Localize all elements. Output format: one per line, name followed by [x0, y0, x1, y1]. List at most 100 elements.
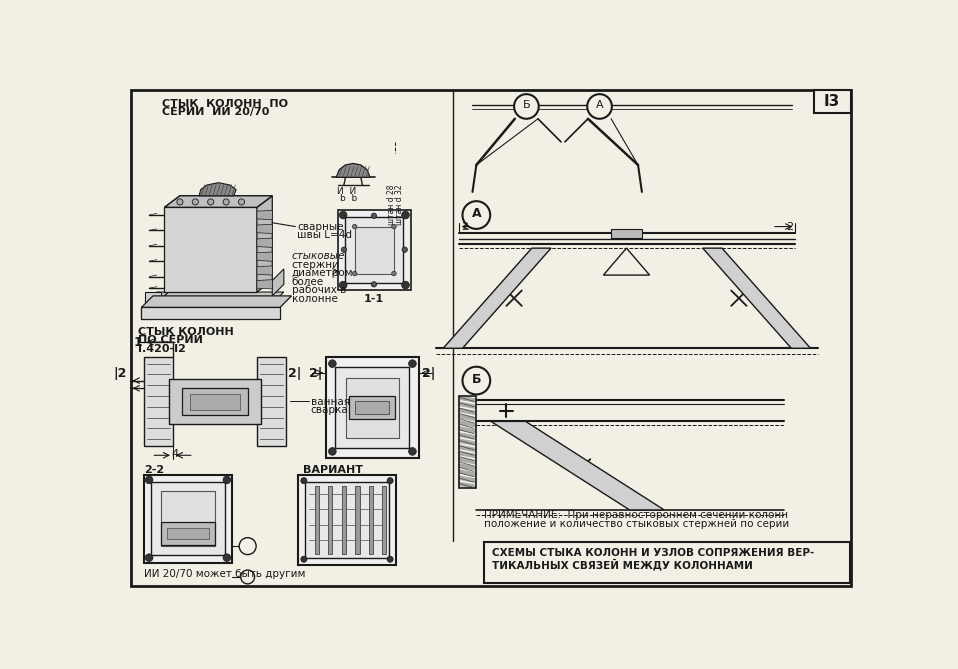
Polygon shape	[142, 296, 291, 308]
Circle shape	[463, 367, 490, 395]
Polygon shape	[142, 308, 153, 319]
Polygon shape	[257, 266, 272, 275]
Polygon shape	[142, 308, 280, 319]
Circle shape	[240, 538, 256, 555]
Bar	[346, 377, 399, 438]
Polygon shape	[336, 163, 370, 177]
Bar	[151, 482, 224, 555]
Text: положение и количество стыковых стержней по серии: положение и количество стыковых стержней…	[484, 519, 789, 529]
Text: b  b: b b	[340, 194, 357, 203]
Bar	[328, 486, 332, 554]
Polygon shape	[444, 248, 551, 349]
Polygon shape	[459, 464, 475, 470]
Bar	[161, 492, 216, 546]
Circle shape	[329, 448, 336, 456]
Text: И  И: И И	[337, 187, 356, 195]
Polygon shape	[257, 252, 272, 261]
Bar	[306, 482, 389, 558]
Polygon shape	[459, 439, 475, 446]
Text: стержни: стержни	[291, 260, 339, 270]
Circle shape	[177, 199, 183, 205]
Text: сварные: сварные	[297, 222, 343, 232]
Text: 2: 2	[786, 222, 793, 232]
Polygon shape	[459, 446, 475, 452]
Circle shape	[239, 199, 244, 205]
Circle shape	[301, 478, 307, 484]
Text: ТИКАЛЬНЫХ СВЯЗЕЙ МЕЖДУ КОЛОННАМИ: ТИКАЛЬНЫХ СВЯЗЕЙ МЕЖДУ КОЛОННАМИ	[491, 559, 753, 570]
Text: 2-2: 2-2	[144, 465, 164, 475]
Polygon shape	[703, 248, 810, 349]
Circle shape	[339, 281, 347, 289]
Circle shape	[339, 211, 347, 219]
Text: ПО СЕРИИ: ПО СЕРИИ	[138, 335, 202, 345]
Text: Б: Б	[522, 96, 531, 108]
Text: 4: 4	[171, 449, 178, 459]
Bar	[484, 543, 850, 583]
Text: ИИ 20/70 может быть другим: ИИ 20/70 может быть другим	[144, 569, 305, 579]
Circle shape	[401, 211, 409, 219]
Circle shape	[392, 271, 397, 276]
Polygon shape	[257, 238, 272, 248]
Bar	[459, 396, 475, 488]
Text: штан d 32: штан d 32	[395, 184, 404, 225]
Polygon shape	[272, 269, 284, 296]
Bar	[813, 90, 851, 112]
Text: СХЕМЫ СТЫКА КОЛОНН И УЗЛОВ СОПРЯЖЕНИЯ ВЕР-: СХЕМЫ СТЫКА КОЛОНН И УЗЛОВ СОПРЯЖЕНИЯ ВЕ…	[491, 549, 814, 559]
Text: I.420-I2: I.420-I2	[138, 344, 186, 354]
Text: ПРИМЕЧАНИЕ:  При неравностороннем сечении колонн: ПРИМЕЧАНИЕ: При неравностороннем сечении…	[484, 510, 788, 520]
Bar	[355, 401, 389, 413]
Bar	[144, 357, 173, 446]
Text: штан d 28: штан d 28	[387, 184, 397, 225]
Circle shape	[372, 213, 376, 219]
Polygon shape	[459, 396, 475, 402]
Bar	[355, 486, 360, 554]
Circle shape	[208, 199, 214, 205]
Bar	[298, 474, 397, 565]
Polygon shape	[459, 433, 475, 439]
Circle shape	[223, 199, 229, 205]
Polygon shape	[490, 421, 664, 510]
Circle shape	[514, 94, 538, 119]
Bar	[144, 474, 232, 563]
Polygon shape	[459, 408, 475, 415]
Circle shape	[223, 476, 231, 484]
Polygon shape	[459, 458, 475, 464]
Text: А: А	[596, 100, 604, 110]
Text: СТЫК КОЛОНН: СТЫК КОЛОНН	[138, 326, 234, 337]
Bar	[314, 486, 319, 554]
Circle shape	[223, 554, 231, 561]
Text: I3: I3	[824, 94, 840, 108]
Bar	[335, 367, 409, 448]
Polygon shape	[165, 207, 257, 292]
Polygon shape	[459, 476, 475, 482]
Text: Б: Б	[471, 373, 481, 386]
Bar	[167, 529, 209, 539]
Circle shape	[353, 271, 357, 276]
Text: А: А	[471, 207, 481, 220]
Text: 1-1: 1-1	[364, 294, 384, 304]
Polygon shape	[165, 196, 272, 207]
Bar	[326, 357, 419, 458]
Text: ванная: ванная	[310, 397, 350, 407]
Circle shape	[146, 476, 153, 484]
Polygon shape	[157, 292, 284, 304]
Polygon shape	[199, 183, 236, 196]
Polygon shape	[459, 427, 475, 433]
Polygon shape	[146, 292, 161, 308]
Text: более: более	[291, 276, 324, 286]
Bar	[611, 229, 642, 238]
Bar	[381, 486, 386, 554]
Text: А: А	[595, 96, 604, 108]
Text: 2|: 2|	[288, 367, 302, 380]
Text: 2|: 2|	[422, 367, 436, 380]
Circle shape	[240, 570, 255, 584]
Text: 2|: 2|	[309, 367, 323, 380]
Text: рабочих в: рабочих в	[291, 285, 346, 295]
Bar	[190, 395, 240, 410]
Text: 1: 1	[133, 336, 142, 349]
Polygon shape	[459, 452, 475, 458]
Circle shape	[392, 224, 397, 229]
Circle shape	[341, 247, 347, 252]
Bar	[350, 396, 396, 419]
Text: СТЫК  КОЛОНН  ПО: СТЫК КОЛОНН ПО	[162, 99, 288, 109]
